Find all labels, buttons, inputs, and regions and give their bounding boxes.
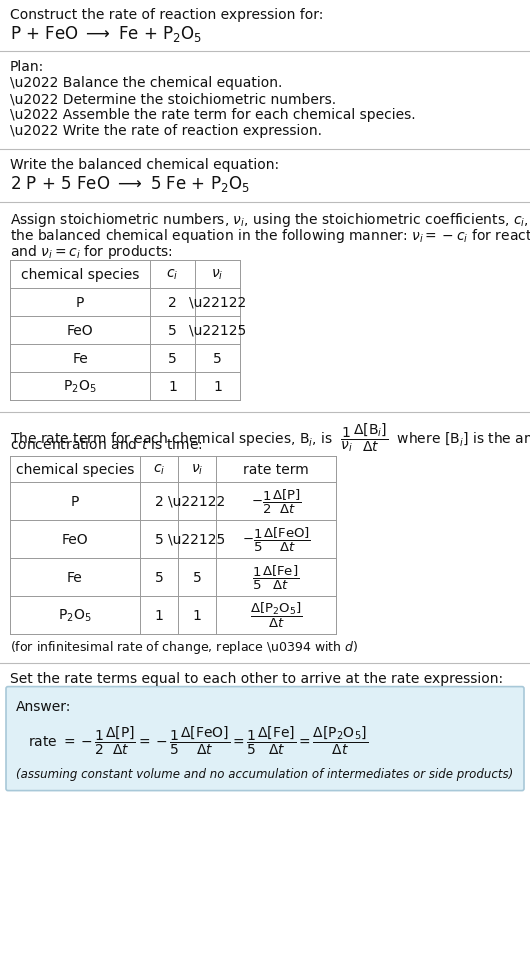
Text: 1: 1 [168, 380, 177, 393]
Text: \u22122: \u22122 [169, 494, 226, 509]
Bar [10, 456, 336, 634]
Text: $\nu_i$: $\nu_i$ [211, 267, 224, 282]
Text: (for infinitesimal rate of change, replace \u0394 with $d$): (for infinitesimal rate of change, repla… [10, 639, 358, 655]
Bar [10, 261, 240, 400]
Text: 1: 1 [192, 609, 201, 622]
Text: Write the balanced chemical equation:: Write the balanced chemical equation: [10, 158, 279, 172]
Text: 2: 2 [155, 494, 163, 509]
Text: FeO: FeO [67, 324, 93, 337]
Text: concentration and $t$ is time:: concentration and $t$ is time: [10, 436, 202, 452]
Text: \u22125: \u22125 [189, 324, 246, 337]
Text: rate term: rate term [243, 462, 309, 477]
Text: chemical species: chemical species [16, 462, 134, 477]
Text: 5: 5 [192, 570, 201, 584]
Text: FeO: FeO [61, 532, 89, 547]
Text: \u2022 Determine the stoichiometric numbers.: \u2022 Determine the stoichiometric numb… [10, 92, 336, 107]
Text: Plan:: Plan: [10, 60, 44, 75]
FancyBboxPatch shape [6, 687, 524, 791]
Text: P: P [76, 296, 84, 309]
Text: 1: 1 [213, 380, 222, 393]
Text: and $\nu_i = c_i$ for products:: and $\nu_i = c_i$ for products: [10, 242, 173, 261]
Text: The rate term for each chemical species, B$_i$, is  $\dfrac{1}{\nu_i}\dfrac{\Del: The rate term for each chemical species,… [10, 421, 530, 453]
Text: (assuming constant volume and no accumulation of intermediates or side products): (assuming constant volume and no accumul… [16, 766, 513, 780]
Text: \u22122: \u22122 [189, 296, 246, 309]
Text: 2: 2 [168, 296, 177, 309]
Text: 2 P + 5 FeO $\longrightarrow$ 5 Fe + P$_2$O$_5$: 2 P + 5 FeO $\longrightarrow$ 5 Fe + P$_… [10, 174, 250, 194]
Text: P: P [71, 494, 79, 509]
Text: $-\dfrac{1}{5}\dfrac{\Delta[\mathrm{FeO}]}{\Delta t}$: $-\dfrac{1}{5}\dfrac{\Delta[\mathrm{FeO}… [242, 525, 311, 553]
Text: \u2022 Write the rate of reaction expression.: \u2022 Write the rate of reaction expres… [10, 124, 322, 139]
Text: 5: 5 [168, 324, 177, 337]
Text: P + FeO $\longrightarrow$ Fe + P$_2$O$_5$: P + FeO $\longrightarrow$ Fe + P$_2$O$_5… [10, 24, 202, 44]
Text: $\dfrac{\Delta[\mathrm{P_2O_5}]}{\Delta t}$: $\dfrac{\Delta[\mathrm{P_2O_5}]}{\Delta … [250, 601, 302, 630]
Text: Fe: Fe [72, 352, 88, 365]
Text: 5: 5 [155, 532, 163, 547]
Text: 5: 5 [213, 352, 222, 365]
Text: Assign stoichiometric numbers, $\nu_i$, using the stoichiometric coefficients, $: Assign stoichiometric numbers, $\nu_i$, … [10, 210, 530, 229]
Text: \u22125: \u22125 [169, 532, 226, 547]
Text: P$_2$O$_5$: P$_2$O$_5$ [58, 607, 92, 623]
Text: $-\dfrac{1}{2}\dfrac{\Delta[\mathrm{P}]}{\Delta t}$: $-\dfrac{1}{2}\dfrac{\Delta[\mathrm{P}]}… [251, 487, 301, 516]
Text: rate $= -\dfrac{1}{2}\dfrac{\Delta[\mathrm{P}]}{\Delta t} = -\dfrac{1}{5}\dfrac{: rate $= -\dfrac{1}{2}\dfrac{\Delta[\math… [28, 724, 368, 756]
Text: $\dfrac{1}{5}\dfrac{\Delta[\mathrm{Fe}]}{\Delta t}$: $\dfrac{1}{5}\dfrac{\Delta[\mathrm{Fe}]}… [252, 563, 299, 591]
Text: $\nu_i$: $\nu_i$ [191, 462, 203, 477]
Text: Construct the rate of reaction expression for:: Construct the rate of reaction expressio… [10, 8, 323, 22]
Text: $c_i$: $c_i$ [153, 462, 165, 477]
Text: 5: 5 [155, 570, 163, 584]
Text: P$_2$O$_5$: P$_2$O$_5$ [63, 378, 97, 394]
Text: the balanced chemical equation in the following manner: $\nu_i = -c_i$ for react: the balanced chemical equation in the fo… [10, 227, 530, 244]
Text: 1: 1 [155, 609, 163, 622]
Text: Answer:: Answer: [16, 699, 72, 713]
Text: 5: 5 [168, 352, 177, 365]
Text: $c_i$: $c_i$ [166, 267, 179, 282]
Text: \u2022 Assemble the rate term for each chemical species.: \u2022 Assemble the rate term for each c… [10, 109, 416, 122]
Text: \u2022 Balance the chemical equation.: \u2022 Balance the chemical equation. [10, 77, 282, 90]
Text: chemical species: chemical species [21, 267, 139, 282]
Text: Set the rate terms equal to each other to arrive at the rate expression:: Set the rate terms equal to each other t… [10, 671, 503, 685]
Text: Fe: Fe [67, 570, 83, 584]
